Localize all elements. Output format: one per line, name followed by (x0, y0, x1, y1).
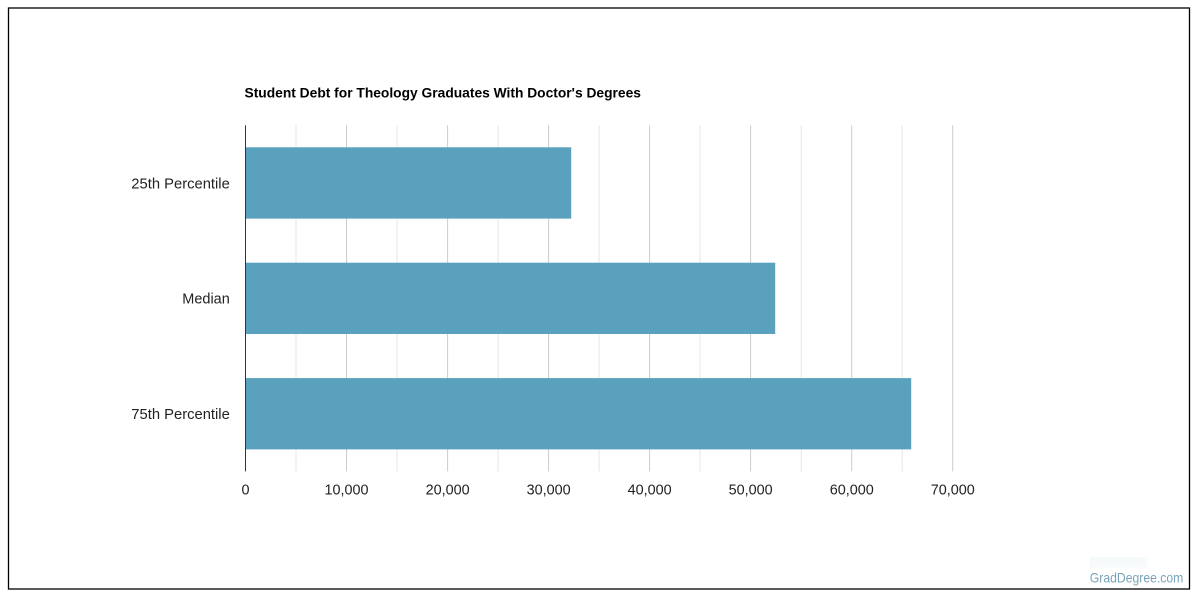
svg-text:10,000: 10,000 (324, 483, 368, 499)
svg-text:0: 0 (241, 483, 249, 499)
svg-text:75th Percentile: 75th Percentile (131, 407, 230, 423)
svg-text:Student Debt for Theology Grad: Student Debt for Theology Graduates With… (245, 86, 642, 101)
svg-text:25th Percentile: 25th Percentile (131, 176, 230, 192)
svg-text:60,000: 60,000 (830, 483, 874, 499)
svg-text:Median: Median (182, 292, 230, 308)
svg-text:70,000: 70,000 (931, 483, 975, 499)
svg-text:50,000: 50,000 (729, 483, 773, 499)
svg-text:20,000: 20,000 (426, 483, 470, 499)
svg-text:40,000: 40,000 (628, 483, 672, 499)
svg-text:30,000: 30,000 (527, 483, 571, 499)
svg-text:GradDegree.com: GradDegree.com (1090, 569, 1184, 585)
